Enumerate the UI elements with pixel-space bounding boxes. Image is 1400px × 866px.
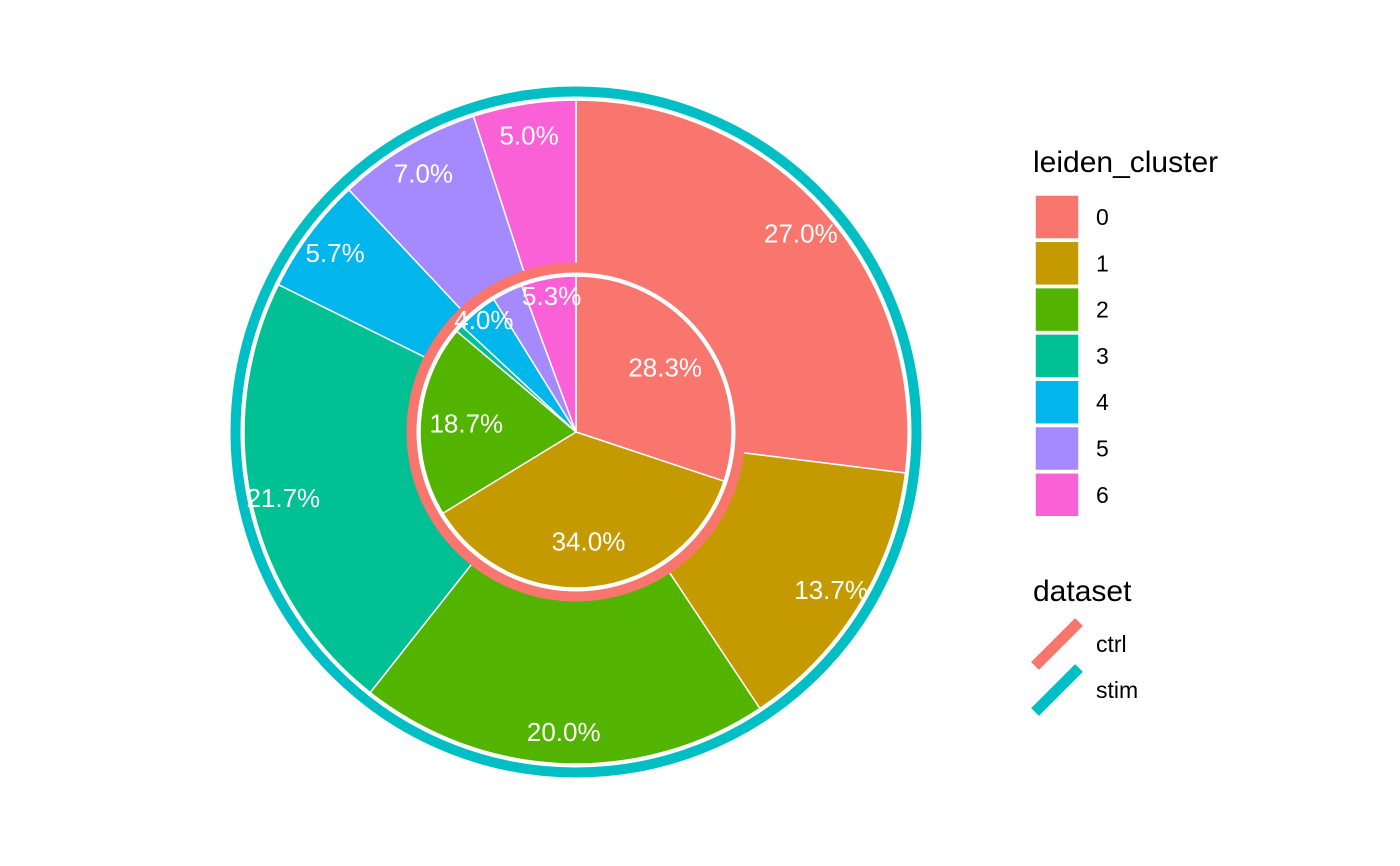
- stim-label-cluster-1: 13.7%: [794, 575, 868, 605]
- outer-ring-white-gap: [240, 96, 912, 768]
- inner-ring-border: [406, 262, 746, 602]
- legend: leiden_cluster 0 1 2 3 4 5 6 dataset ctrl stim: [1031, 146, 1218, 716]
- legend-swatch-cluster-4: [1034, 379, 1080, 425]
- legend-swatch-cluster-0: [1034, 194, 1080, 240]
- stim-label-cluster-3: 21.7%: [246, 483, 320, 513]
- legend-label-cluster-0: 0: [1096, 204, 1109, 230]
- legend-key-dataset-ctrl: [1031, 618, 1083, 670]
- stim-label-cluster-0: 27.0%: [764, 218, 838, 248]
- legend-key-dataset-stim: [1031, 664, 1083, 716]
- legend-label-cluster-2: 2: [1096, 297, 1109, 323]
- legend-swatch-cluster-6: [1034, 472, 1080, 518]
- legend-label-dataset-stim: stim: [1096, 677, 1138, 703]
- ctrl-label-cluster-4: 4.0%: [454, 305, 513, 335]
- legend-label-cluster-3: 3: [1096, 343, 1109, 369]
- legend-label-dataset-ctrl: ctrl: [1096, 631, 1127, 657]
- legend-color-title: dataset: [1033, 575, 1132, 608]
- legend-swatch-cluster-2: [1034, 286, 1080, 333]
- ctrl-slice-cluster-6: [520, 275, 577, 433]
- legend-swatch-cluster-1: [1034, 240, 1080, 287]
- legend-label-cluster-6: 6: [1096, 482, 1109, 508]
- ctrl-slice-cluster-2: [419, 330, 578, 515]
- ctrl-label-cluster-1: 34.0%: [552, 526, 626, 556]
- pie-group: 27.0% 13.7% 20.0% 21.7% 5.7% 7.0% 5.0% 28.3% 34.…: [230, 86, 922, 778]
- legend-label-cluster-1: 1: [1096, 250, 1109, 276]
- color-legend-items: ctrl stim: [1031, 618, 1138, 716]
- ctrl-slice-cluster-0: [575, 275, 733, 483]
- stim-label-cluster-4: 5.7%: [306, 238, 365, 268]
- legend-swatch-cluster-5: [1034, 425, 1080, 472]
- legend-label-cluster-5: 5: [1096, 436, 1109, 462]
- fill-legend-items: 0 1 2 3 4 5 6: [1034, 194, 1109, 518]
- legend-label-cluster-4: 4: [1096, 389, 1109, 415]
- stim-label-cluster-5: 7.0%: [394, 159, 453, 189]
- ctrl-label-cluster-2: 18.7%: [429, 409, 503, 439]
- stim-label-cluster-6: 5.0%: [499, 121, 558, 151]
- ctrl-label-cluster-0: 28.3%: [628, 353, 702, 383]
- ctrl-label-cluster-6: 5.3%: [522, 281, 581, 311]
- legend-fill-title: leiden_cluster: [1033, 146, 1218, 179]
- stim-label-cluster-2: 20.0%: [527, 717, 601, 747]
- inner-ring-white-gap: [416, 272, 736, 592]
- legend-swatch-cluster-3: [1034, 333, 1080, 379]
